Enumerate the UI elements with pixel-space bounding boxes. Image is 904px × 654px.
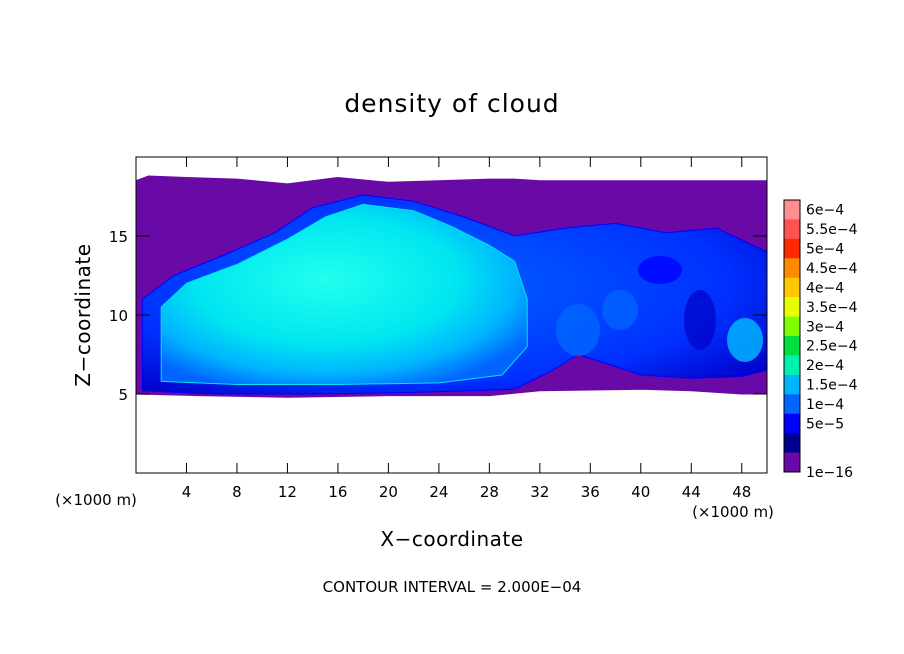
- colorbar-label: 2e−4: [806, 358, 844, 374]
- eddy: [602, 290, 638, 330]
- chart-title: density of cloud: [344, 89, 559, 118]
- colorbar-swatch: [784, 355, 800, 376]
- y-tick-label: 10: [109, 307, 128, 325]
- colorbar-label: 3e−4: [806, 319, 844, 335]
- colorbar-label: 1e−16: [806, 465, 853, 481]
- right-side-eddies: [556, 256, 763, 362]
- colorbar-swatch: [784, 238, 800, 259]
- colorbar-swatch: [784, 316, 800, 337]
- x-tick-label: 4: [182, 483, 192, 501]
- colorbar-label: 4e−4: [806, 280, 844, 296]
- colorbar-swatch: [784, 413, 800, 434]
- colorbar-swatch: [784, 394, 800, 415]
- x-tick-label: 12: [278, 483, 297, 501]
- x-tick-label: 24: [429, 483, 448, 501]
- colorbar-swatch: [784, 219, 800, 240]
- colorbar-swatch: [784, 452, 800, 473]
- x-axis-ticks: 4 8 12 16 20 24 28 32 36 40 44 48: [182, 157, 751, 501]
- colorbar-label: 6e−4: [806, 203, 844, 219]
- colorbar-swatch: [784, 374, 800, 395]
- colorbar-label: 1.5e−4: [806, 378, 858, 394]
- colorbar-swatch: [784, 258, 800, 279]
- x-tick-label: 28: [480, 483, 499, 501]
- contour-interval-note: CONTOUR INTERVAL = 2.000E−04: [323, 578, 582, 596]
- eddy: [556, 304, 600, 356]
- colorbar-label: 2.5e−4: [806, 339, 858, 355]
- colorbar-label: 4.5e−4: [806, 261, 858, 277]
- eddy: [638, 256, 682, 284]
- x-unit-label: (×1000 m): [692, 503, 774, 521]
- colorbar-label: 5e−5: [806, 416, 844, 432]
- colorbar-swatch: [784, 336, 800, 356]
- x-axis-label: X−coordinate: [380, 527, 523, 551]
- y-axis-ticks: 5 10 15: [109, 228, 767, 404]
- colorbar-label: 5.5e−4: [806, 222, 858, 238]
- x-tick-label: 44: [682, 483, 701, 501]
- colorbar-frame: [783, 199, 801, 473]
- y-axis-label: Z−coordinate: [71, 243, 95, 386]
- x-tick-label: 40: [631, 483, 650, 501]
- colorbar-label: 5e−4: [806, 242, 844, 258]
- plot-area: [136, 175, 767, 398]
- colorbar: 6e−4 5.5e−4 5e−4 4.5e−4 4e−4 3.5e−4 3e−4 2.5e−4…: [783, 199, 858, 481]
- eddy: [727, 318, 763, 362]
- colorbar-label: 1e−4: [806, 397, 844, 413]
- eddy: [684, 290, 716, 350]
- colorbar-swatch: [784, 433, 800, 454]
- colorbar-label: 3.5e−4: [806, 300, 858, 316]
- y-tick-label: 5: [118, 386, 128, 404]
- x-tick-label: 8: [232, 483, 242, 501]
- x-tick-label: 32: [530, 483, 549, 501]
- colorbar-swatch: [784, 200, 800, 220]
- x-tick-label: 48: [732, 483, 751, 501]
- y-unit-label: (×1000 m): [55, 491, 137, 509]
- x-tick-label: 20: [379, 483, 398, 501]
- y-tick-label: 15: [109, 228, 128, 246]
- colorbar-swatch: [784, 297, 800, 318]
- x-tick-label: 16: [328, 483, 347, 501]
- x-tick-label: 36: [581, 483, 600, 501]
- colorbar-swatch: [784, 277, 800, 298]
- cloud-core: [160, 203, 528, 385]
